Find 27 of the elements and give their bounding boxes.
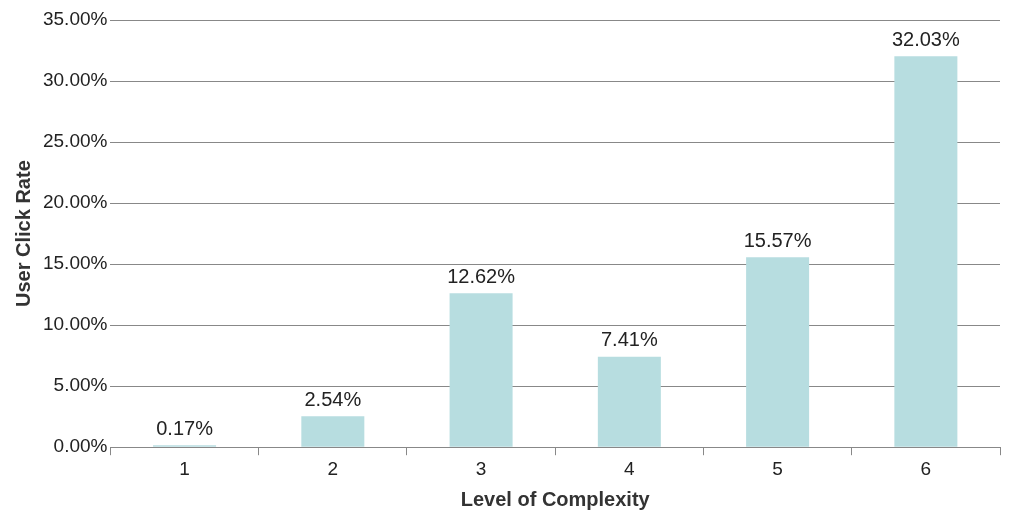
data-label: 7.41% — [600, 328, 658, 351]
y-tick-label: 30.00% — [42, 69, 108, 91]
y-tick-label: 20.00% — [42, 191, 108, 213]
y-tick-label: 35.00% — [42, 8, 108, 30]
y-axis-title: User Click Rate — [11, 160, 34, 307]
y-tick-label: 0.00% — [53, 435, 108, 457]
x-tick-label: 2 — [327, 457, 339, 479]
y-tick-label: 15.00% — [42, 252, 108, 274]
data-label: 32.03% — [891, 27, 960, 50]
data-label: 0.17% — [156, 416, 214, 439]
x-axis-title: Level of Complexity — [460, 487, 651, 510]
x-tick-label: 6 — [920, 457, 932, 479]
bar — [597, 356, 661, 447]
data-label: 2.54% — [304, 387, 362, 410]
data-label: 15.57% — [743, 228, 812, 251]
bar — [301, 416, 365, 447]
bar — [894, 56, 958, 447]
y-tick-label: 5.00% — [53, 374, 108, 396]
y-tick-label: 10.00% — [42, 313, 108, 335]
x-tick-label: 5 — [772, 457, 783, 479]
data-label: 12.62% — [447, 264, 516, 287]
x-tick-label: 3 — [475, 457, 487, 479]
x-tick-label: 4 — [624, 457, 636, 479]
bar — [449, 293, 513, 447]
x-tick-label: 1 — [179, 457, 190, 479]
y-tick-label: 25.00% — [42, 130, 108, 152]
bar — [746, 257, 810, 447]
